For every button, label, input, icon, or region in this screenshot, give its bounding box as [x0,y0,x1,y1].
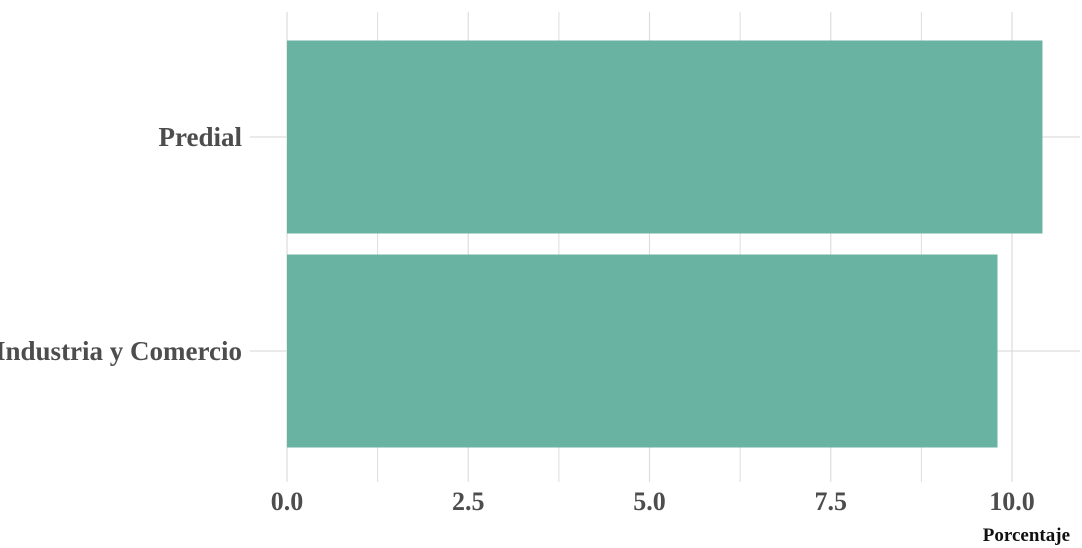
x-axis-title: Porcentaje [983,525,1070,546]
x-tick-label-3: 7.5 [815,487,848,516]
bars [287,40,1043,448]
x-tick-label-4: 10.0 [989,487,1035,516]
x-tick-label-0: 0.0 [271,487,304,516]
x-tick-label-1: 2.5 [452,487,485,516]
axis-labels: Predial Industria y Comercio 0.0 2.5 5.0 7.5 1… [0,122,1035,516]
bar-0 [287,40,1043,234]
bar-1 [287,254,998,448]
x-tick-label-2: 5.0 [633,487,666,516]
category-label-0: Predial [159,122,243,152]
category-label-1: Industria y Comercio [0,336,242,366]
